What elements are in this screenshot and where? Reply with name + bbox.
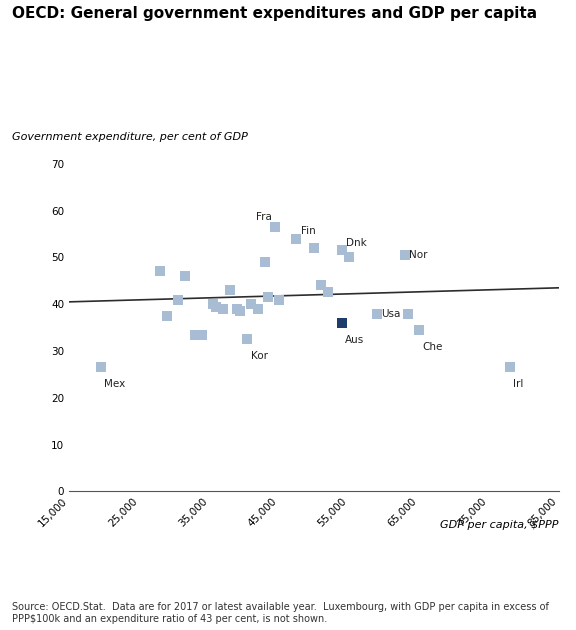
Point [191, 329, 200, 340]
Point [404, 309, 413, 319]
Text: Che: Che [422, 341, 443, 352]
Point [162, 311, 172, 321]
Point [264, 292, 273, 302]
Text: Usa: Usa [381, 309, 400, 319]
Point [180, 271, 189, 281]
Point [414, 325, 423, 335]
Text: Nor: Nor [409, 250, 427, 260]
Text: OECD: General government expenditures and GDP per capita: OECD: General government expenditures an… [12, 6, 537, 21]
Point [198, 329, 207, 340]
Text: Fin: Fin [301, 226, 316, 236]
Point [173, 294, 182, 304]
Point [271, 222, 280, 232]
Point [400, 250, 410, 260]
Text: Dnk: Dnk [346, 238, 367, 248]
Point [232, 304, 241, 314]
Point [243, 335, 252, 345]
Point [316, 280, 325, 290]
Point [225, 285, 234, 295]
Text: Source: OECD.Stat.  Data are for 2017 or latest available year.  Luxembourg, wit: Source: OECD.Stat. Data are for 2017 or … [12, 602, 548, 624]
Point [236, 306, 245, 316]
Text: Kor: Kor [251, 351, 268, 361]
Point [247, 299, 256, 309]
Point [274, 294, 283, 304]
Point [292, 234, 301, 244]
Point [338, 318, 347, 328]
Point [211, 302, 221, 312]
Text: GDP per capita, $PPP: GDP per capita, $PPP [440, 520, 559, 530]
Point [260, 257, 270, 267]
Point [323, 287, 332, 297]
Point [338, 245, 347, 255]
Point [156, 266, 165, 277]
Point [505, 362, 514, 372]
Text: Government expenditure, per cent of GDP: Government expenditure, per cent of GDP [12, 132, 248, 142]
Point [309, 243, 319, 253]
Point [253, 304, 263, 314]
Point [344, 253, 354, 263]
Text: Fra: Fra [256, 212, 272, 222]
Point [218, 304, 228, 314]
Point [208, 299, 217, 309]
Text: Mex: Mex [104, 379, 126, 389]
Point [372, 309, 381, 319]
Point [96, 362, 105, 372]
Text: Irl: Irl [513, 379, 524, 389]
Text: Aus: Aus [346, 335, 365, 345]
